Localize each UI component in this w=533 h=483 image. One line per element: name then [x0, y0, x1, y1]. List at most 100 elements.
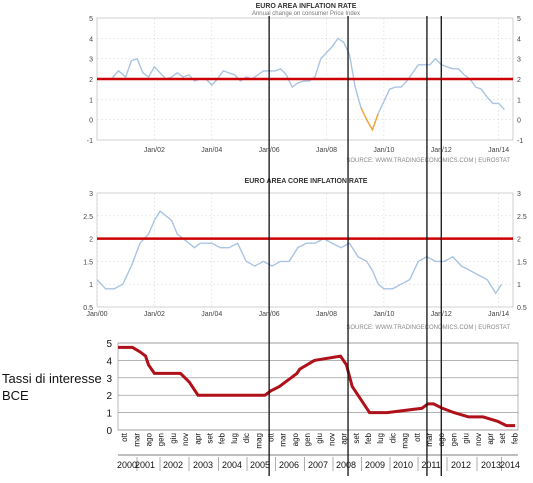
chart-subtitle: Annual change on consumer Price Index	[252, 11, 360, 17]
month-label: gen	[157, 433, 166, 446]
month-label: set	[352, 432, 361, 443]
year-label: 2014	[500, 460, 520, 470]
month-label: nov	[181, 433, 190, 446]
month-label: lug	[230, 433, 239, 444]
month-label: set	[205, 432, 214, 443]
y-tick-label-right: 3	[517, 57, 521, 64]
y-tick-label: 4	[106, 356, 112, 367]
year-label: 2013	[481, 460, 501, 470]
year-label: 2006	[279, 460, 299, 470]
x-tick-label: Jan/04	[201, 147, 222, 154]
month-label: set	[498, 432, 507, 443]
y-tick-label-left: -1	[87, 138, 93, 145]
y-tick-label-left: 1	[89, 282, 93, 289]
side-label-line1: Tassi di interesse	[2, 371, 102, 386]
month-label: ago	[291, 432, 300, 446]
rate-line	[118, 345, 516, 428]
x-tick-label: Jan/04	[201, 311, 222, 318]
plot-frame-2	[117, 342, 519, 431]
year-label: 2004	[222, 460, 242, 470]
month-label: mar	[132, 433, 141, 447]
month-label: nov	[327, 433, 336, 446]
y-tick-label: 5	[106, 339, 112, 350]
month-label: ott	[413, 432, 422, 442]
month-label: mag	[401, 433, 410, 449]
y-tick-label-right: 2	[517, 77, 521, 84]
side-label-line2: BCE	[2, 388, 29, 403]
y-tick-label: 3	[106, 374, 112, 385]
month-label: gen	[303, 433, 312, 446]
x-tick-label: Jan/02	[144, 311, 165, 318]
month-label: giu	[315, 433, 324, 444]
chart-title: EURO AREA INFLATION RATE	[256, 3, 357, 10]
month-label: feb	[218, 432, 227, 444]
chart-source: SOURCE: WWW.TRADINGECONOMICS.COM | EUROS…	[346, 325, 510, 331]
month-label: dic	[242, 433, 251, 443]
y-tick-label-right: 0.5	[517, 305, 527, 312]
y-tick-label-right: 5	[517, 16, 521, 23]
month-label: mag	[254, 433, 263, 449]
x-tick-label: Jan/08	[316, 147, 337, 154]
series-line-0	[110, 37, 505, 132]
month-label: ott	[266, 432, 275, 442]
year-label: 2007	[308, 460, 328, 470]
chart-source: SOURCE: WWW.TRADINGECONOMICS.COM | EUROS…	[346, 158, 510, 164]
year-label: 2003	[193, 460, 213, 470]
y-tick-label-right: 0	[517, 118, 521, 125]
x-tick-label: Jan/00	[86, 311, 107, 318]
y-tick-label: 0	[106, 426, 112, 437]
month-label: apr	[193, 433, 202, 445]
side-label: Tassi di interesse BCE	[2, 370, 112, 404]
month-label: dic	[388, 433, 397, 443]
y-tick-label-left: 0.5	[83, 305, 93, 312]
month-label: apr	[340, 433, 349, 445]
year-label: 2000	[117, 460, 137, 470]
negative-segment	[360, 107, 379, 132]
y-tick-label-right: 4	[517, 36, 521, 43]
y-tick-label-right: 1	[517, 97, 521, 104]
x-tick-label: Jan/02	[144, 147, 165, 154]
y-tick-label-right: 2.5	[517, 214, 527, 221]
month-label: nov	[474, 433, 483, 446]
year-label: 2010	[393, 460, 413, 470]
month-label: ott	[120, 432, 129, 442]
series-line-1	[96, 210, 503, 295]
month-label: feb	[364, 432, 373, 444]
y-tick-label-left: 2	[89, 237, 93, 244]
year-label: 2002	[163, 460, 183, 470]
x-tick-label: Jan/10	[373, 147, 394, 154]
year-label: 2001	[135, 460, 155, 470]
month-label: apr	[486, 433, 495, 445]
month-label: ago	[144, 432, 153, 446]
y-tick-label-left: 1	[89, 97, 93, 104]
y-tick-label-right: 3	[517, 191, 521, 198]
month-label: mar	[425, 433, 434, 447]
year-label: 2009	[365, 460, 385, 470]
month-label: gen	[449, 433, 458, 446]
month-label: feb	[510, 432, 519, 444]
chart-title: EURO AREA CORE INFLATION RATE	[245, 178, 368, 185]
y-tick-label-right: 1	[517, 282, 521, 289]
year-label: 2005	[250, 460, 270, 470]
y-tick-label: 1	[106, 409, 112, 420]
y-tick-label-left: 3	[89, 57, 93, 64]
y-tick-label-left: 4	[89, 36, 93, 43]
y-tick-label-left: 2	[89, 77, 93, 84]
x-tick-label: Jan/14	[488, 147, 509, 154]
y-tick-label-left: 2.5	[83, 214, 93, 221]
y-tick-label: 2	[106, 391, 112, 402]
month-label: giu	[462, 433, 471, 444]
month-label: giu	[169, 433, 178, 444]
y-tick-label-right: 2	[517, 237, 521, 244]
year-label: 2008	[336, 460, 356, 470]
x-tick-label: Jan/14	[488, 311, 509, 318]
plot-frame-1	[96, 192, 514, 308]
y-tick-label-right: -1	[517, 138, 523, 145]
year-label: 2012	[451, 460, 471, 470]
y-tick-label-left: 1.5	[83, 259, 93, 266]
year-label: 2011	[421, 460, 440, 470]
y-tick-label-left: 5	[89, 16, 93, 23]
month-label: mar	[279, 433, 288, 447]
